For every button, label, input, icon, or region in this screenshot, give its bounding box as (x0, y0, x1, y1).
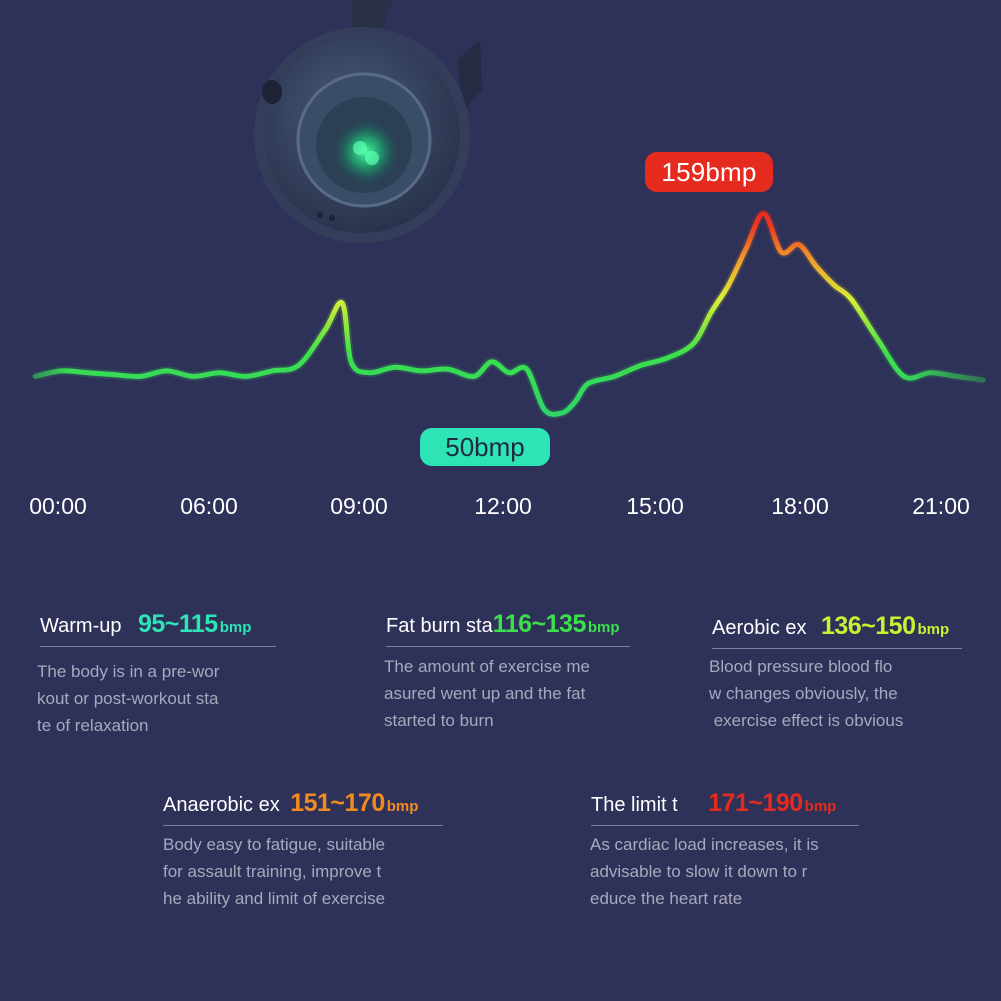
zone-unit: bmp (587, 619, 620, 636)
zone-name: Warm-up (40, 615, 122, 637)
zone-unit: bmp (804, 798, 837, 815)
zone-range: 116~135 (492, 610, 587, 638)
divider (591, 825, 859, 826)
zone-description: Body easy to fatigue, suitable for assau… (163, 835, 386, 908)
smartwatch-image (254, 0, 482, 243)
heart-rate-line (32, 211, 986, 417)
divider (163, 825, 443, 826)
heart-rate-line-glow (34, 209, 984, 419)
zone-name: Anaerobic ex (163, 794, 280, 816)
x-tick-label: 15:00 (626, 493, 684, 519)
x-tick-label: 06:00 (180, 493, 238, 519)
lowest-heart-rate-badge: 50bmp (420, 428, 550, 466)
zone-range: 136~150 (820, 612, 916, 640)
x-tick-label: 09:00 (330, 493, 388, 519)
zone-name: Aerobic ex (712, 617, 807, 639)
zone-name: Fat burn sta (386, 615, 493, 637)
x-tick-label: 12:00 (474, 493, 532, 519)
x-tick-label: 21:00 (912, 493, 970, 519)
x-tick-label: 00:00 (29, 493, 87, 519)
x-tick-label: 18:00 (771, 493, 829, 519)
zone-description: Blood pressure blood flo w changes obvio… (709, 657, 904, 730)
divider (712, 648, 962, 649)
zone-description: The body is in a pre-wor kout or post-wo… (37, 662, 220, 735)
zone-unit: bmp (386, 798, 419, 815)
zone-name: The limit t (591, 794, 678, 816)
zone-description: As cardiac load increases, it is advisab… (590, 835, 819, 908)
peak-heart-rate-badge: 159bmp (645, 152, 773, 192)
divider (40, 646, 276, 647)
zone-range: 95~115 (137, 610, 218, 638)
zone-description: The amount of exercise me asured went up… (384, 657, 590, 730)
zone-range: 151~170 (290, 789, 385, 817)
zone-unit: bmp (219, 619, 252, 636)
divider (386, 646, 630, 647)
zone-range: 171~190 (708, 789, 803, 817)
heart-rate-chart: 00:00 06:00 09:00 12:00 15:00 18:00 21:00 (29, 209, 986, 519)
zone-unit: bmp (917, 621, 950, 638)
